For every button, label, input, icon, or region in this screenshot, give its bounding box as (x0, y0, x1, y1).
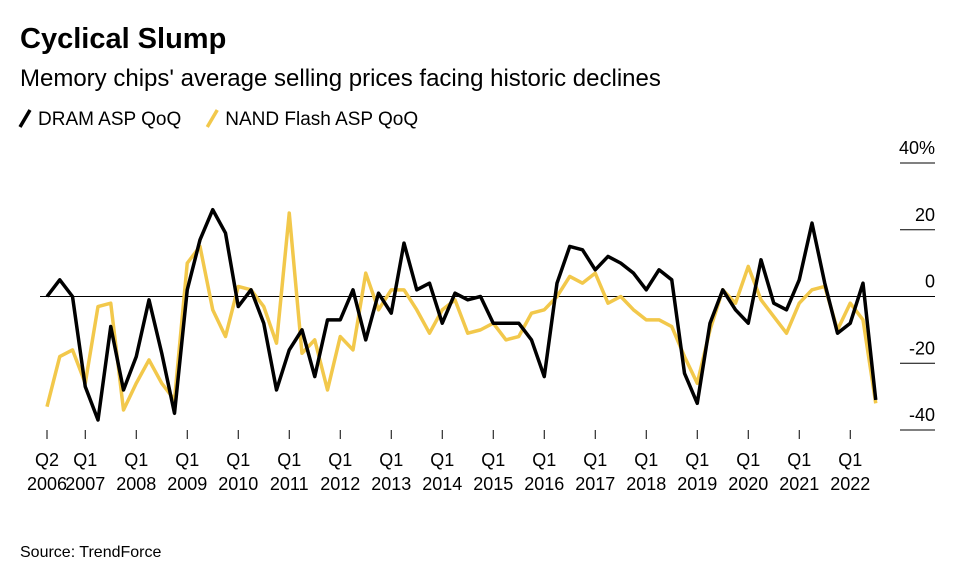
x-tick-label: Q1 2010 (218, 450, 259, 494)
y-tick-label: -20 (909, 338, 935, 358)
x-tick-label: Q1 2022 (830, 450, 871, 494)
x-tick-label: Q1 2021 (779, 450, 820, 494)
x-tick-label: Q1 2012 (320, 450, 361, 494)
y-tick-label: 20 (915, 205, 935, 225)
y-tick-label: -40 (909, 405, 935, 425)
y-tick-label: 0 (925, 272, 935, 292)
series-line (45, 207, 878, 422)
x-tick-label: Q1 2016 (524, 450, 565, 494)
legend-swatch (18, 109, 32, 128)
x-tick-label: Q1 2015 (473, 450, 514, 494)
x-tick-label: Q1 2019 (677, 450, 718, 494)
source: Source: TrendForce (20, 544, 162, 561)
x-tick-label: Q1 2017 (575, 450, 616, 494)
x-tick-label: Q2 2006 (26, 450, 68, 494)
x-tick-label: Q1 2011 (269, 450, 309, 494)
chart-title: Cyclical Slump (20, 23, 226, 55)
x-tick-label: Q1 2007 (65, 450, 106, 494)
legend-label: NAND Flash ASP QoQ (225, 109, 418, 130)
series-line (45, 211, 878, 412)
legend-swatch (205, 109, 219, 128)
x-tick-label: Q1 2014 (422, 450, 463, 494)
y-tick-label: 40% (899, 138, 935, 158)
x-tick-label: Q1 2018 (626, 450, 667, 494)
x-tick-label: Q1 2008 (116, 450, 157, 494)
x-tick-label: Q1 2013 (371, 450, 412, 494)
x-tick-label: Q1 2009 (167, 450, 208, 494)
chart-subtitle: Memory chips' average selling prices fac… (20, 65, 661, 92)
x-tick-label: Q1 2020 (728, 450, 769, 494)
legend-label: DRAM ASP QoQ (38, 109, 181, 130)
